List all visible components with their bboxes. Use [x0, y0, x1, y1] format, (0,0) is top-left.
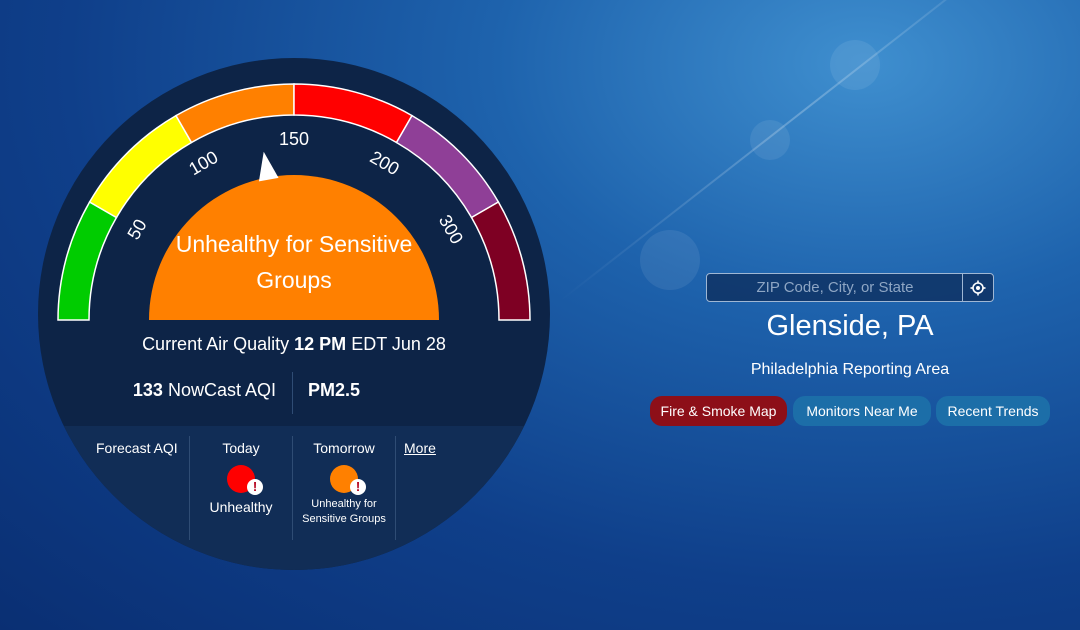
- aqi-circle-icon: !: [227, 465, 263, 495]
- lens-flare: [640, 230, 700, 290]
- gauge-pointer: [258, 151, 279, 182]
- current-time: 12 PM: [294, 334, 347, 354]
- fire-smoke-map-button[interactable]: Fire & Smoke Map: [650, 396, 787, 426]
- divider: [292, 436, 293, 540]
- reporting-area: Philadelphia Reporting Area: [750, 361, 950, 378]
- alert-icon: !: [350, 479, 366, 495]
- location-city: Glenside, PA: [766, 310, 934, 342]
- forecast-day-label: Today: [222, 440, 260, 456]
- crosshair-icon: [970, 280, 986, 295]
- category-semicircle: [149, 175, 439, 320]
- gauge-segment-good: [57, 200, 118, 321]
- current-category-label: Unhealthy for Sensitive Groups: [175, 231, 413, 293]
- current-air-quality-line: Current Air Quality 12 PM EDT Jun 28: [38, 334, 550, 355]
- lens-flare: [750, 120, 790, 160]
- forecast-panel: Forecast AQI Today ! Unhealthy Tomorrow …: [38, 426, 550, 570]
- nowcast-value: 133: [132, 380, 163, 400]
- gauge-tick-label: 200: [367, 147, 403, 179]
- more-forecast-link[interactable]: More: [404, 440, 436, 456]
- gauge-tick-label: 100: [185, 147, 221, 179]
- forecast-day-label: Tomorrow: [313, 440, 375, 456]
- nowcast-row: 133 NowCast AQI PM2.5: [38, 372, 550, 414]
- recent-trends-button[interactable]: Recent Trends: [936, 396, 1050, 426]
- location-search: [706, 273, 994, 302]
- forecast-tomorrow: Tomorrow ! Unhealthy for Sensitive Group…: [296, 440, 392, 527]
- gauge-segment-hazardous: [470, 200, 531, 321]
- divider: [189, 436, 190, 540]
- gauge-segment-unhealthy: [293, 83, 414, 144]
- nowcast-aqi: 133 NowCast AQI: [133, 380, 276, 401]
- location-search-input[interactable]: [707, 274, 963, 301]
- pollutant-label: PM2.5: [308, 380, 361, 400]
- divider: [292, 372, 293, 414]
- aqi-circle-icon: !: [330, 465, 366, 495]
- forecast-aqi-label: Forecast AQI: [96, 440, 178, 456]
- lens-flare: [830, 40, 880, 90]
- aqi-dial: 50 100 150 200 300 Unhealthy for Sensitive G…: [38, 58, 550, 570]
- forecast-today: Today ! Unhealthy: [196, 440, 286, 515]
- gauge-segment-usg: [174, 83, 295, 144]
- light-streak: [559, 0, 1050, 302]
- gauge-segment-very-unhealthy: [395, 114, 500, 219]
- forecast-category: Unhealthy: [209, 499, 273, 515]
- gauge-tick-label: 150: [279, 129, 309, 149]
- gauge-tick-label: 50: [123, 216, 150, 243]
- forecast-category: Unhealthy for Sensitive Groups: [302, 498, 386, 525]
- gauge-segment-moderate: [88, 114, 193, 219]
- divider: [395, 436, 396, 540]
- locate-me-button[interactable]: [962, 274, 993, 301]
- alert-icon: !: [247, 479, 263, 495]
- current-prefix: Current Air Quality: [142, 334, 290, 354]
- current-suffix: EDT Jun 28: [351, 334, 446, 354]
- nowcast-label: NowCast AQI: [167, 380, 276, 400]
- monitors-near-me-button[interactable]: Monitors Near Me: [793, 396, 931, 426]
